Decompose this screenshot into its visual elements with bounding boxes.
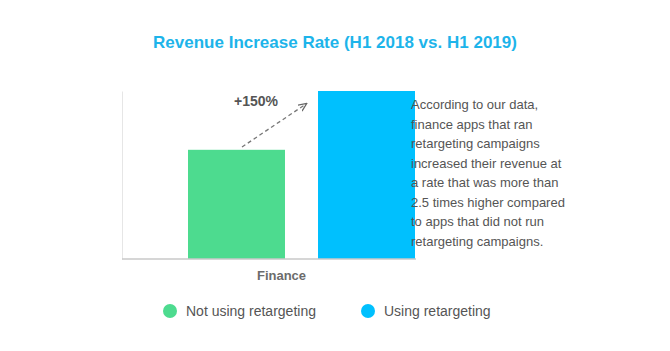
description-line: According to our data,: [411, 97, 538, 112]
bar: [318, 91, 415, 259]
legend: Not using retargeting Using retargeting: [163, 303, 491, 319]
description-line: retargeting campaigns: [411, 136, 540, 151]
x-tick-label: Finance: [257, 268, 306, 283]
description-line: retargeting campaigns.: [411, 234, 543, 249]
title: Revenue Increase Rate (H1 2018 vs. H1 20…: [153, 33, 517, 52]
legend-item: Not using retargeting: [163, 303, 316, 319]
x-tick: Finance: [257, 259, 306, 283]
chart: Revenue Increase Rate (H1 2018 vs. H1 20…: [0, 0, 670, 351]
legend-swatch: [163, 304, 177, 318]
description-line: to apps that did not run: [411, 214, 544, 229]
annotation: +150%: [234, 93, 279, 109]
legend-label: Using retargeting: [384, 303, 491, 319]
baseline: [122, 258, 416, 260]
y-axis-line: [122, 92, 123, 260]
legend-label: Not using retargeting: [186, 303, 316, 319]
bar: [188, 150, 285, 259]
legend-item: Using retargeting: [361, 303, 491, 319]
description-line: a rate that was more than: [411, 175, 558, 190]
legend-swatch: [361, 304, 375, 318]
bars: [188, 91, 415, 259]
description-line: finance apps that ran: [411, 117, 532, 132]
x-axis: Finance: [257, 259, 306, 283]
description-line: 2.5 times higher compared: [411, 195, 565, 210]
y-axis: [122, 92, 123, 260]
description-line: increased their revenue at: [411, 156, 562, 171]
description: According to our data, finance apps that …: [411, 97, 565, 249]
arrow: [242, 104, 306, 147]
